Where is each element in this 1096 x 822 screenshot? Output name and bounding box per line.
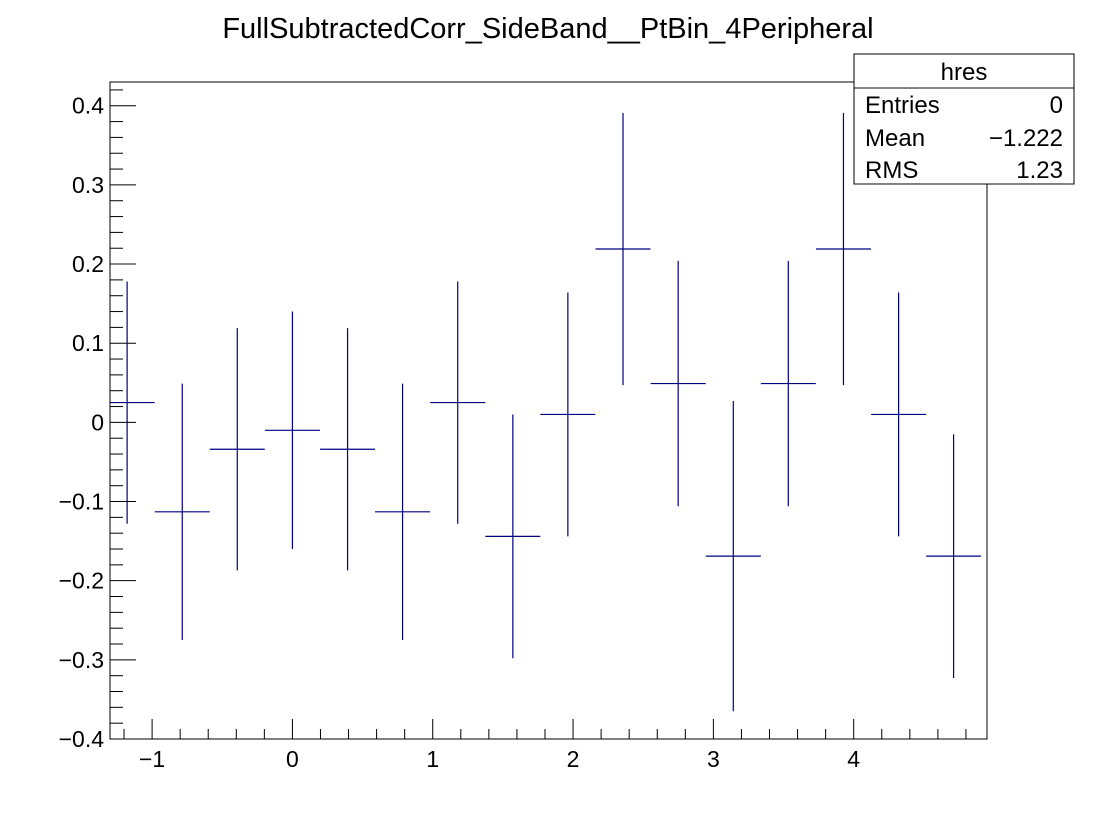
stats-mean-value: −1.222 xyxy=(989,125,1063,152)
data-point xyxy=(320,328,376,571)
x-tick-label: −1 xyxy=(139,746,165,772)
data-point xyxy=(540,292,596,537)
x-tick-label: 3 xyxy=(707,746,720,772)
plot-frame xyxy=(109,81,988,740)
y-tick-label: −0.4 xyxy=(59,726,105,752)
y-tick-label: −0.1 xyxy=(59,489,104,515)
data-point xyxy=(209,328,265,571)
data-point xyxy=(430,281,486,524)
y-tick-label: 0.4 xyxy=(72,93,104,119)
data-point xyxy=(926,434,982,679)
stats-box-title: hres xyxy=(941,59,988,86)
data-point xyxy=(110,281,155,524)
plot-frame-border xyxy=(109,81,988,740)
data-point xyxy=(705,401,761,712)
y-tick-label: 0.1 xyxy=(72,330,104,356)
x-tick-label: 1 xyxy=(426,746,439,772)
x-tick-label: 2 xyxy=(567,746,580,772)
data-point xyxy=(375,383,431,641)
y-tick-label: 0.2 xyxy=(72,251,104,277)
data-point xyxy=(760,260,816,507)
data-point xyxy=(264,311,320,550)
y-tick-label: −0.3 xyxy=(59,647,104,673)
stats-entries-label: Entries xyxy=(865,92,940,119)
data-point xyxy=(595,112,651,386)
stats-entries-value: 0 xyxy=(1050,92,1063,119)
x-axis: −1 0 1 2 3 4 xyxy=(123,719,967,772)
y-tick-label: 0 xyxy=(91,409,104,435)
x-tick-label: 4 xyxy=(847,746,860,772)
data-point xyxy=(650,260,706,507)
stats-mean-label: Mean xyxy=(865,125,925,152)
stats-rms-value: 1.23 xyxy=(1016,157,1063,184)
chart-title: FullSubtractedCorr_SideBand__PtBin_4Peri… xyxy=(222,13,873,45)
y-tick-label: 0.3 xyxy=(72,172,104,198)
data-point xyxy=(871,292,927,537)
data-series xyxy=(110,112,982,712)
y-axis: 0.4 0.3 0.2 0.1 0 −0.1 −0.2 −0.3 −0.4 xyxy=(59,89,136,752)
stats-box-border xyxy=(853,53,1075,185)
y-tick-label: −0.2 xyxy=(59,568,104,594)
stats-box: hres Entries 0 Mean −1.222 RMS 1.23 xyxy=(853,53,1075,185)
data-point xyxy=(485,414,541,659)
x-tick-label: 0 xyxy=(286,746,299,772)
data-point xyxy=(154,383,210,641)
stats-rms-label: RMS xyxy=(865,157,918,184)
data-point xyxy=(815,112,871,386)
